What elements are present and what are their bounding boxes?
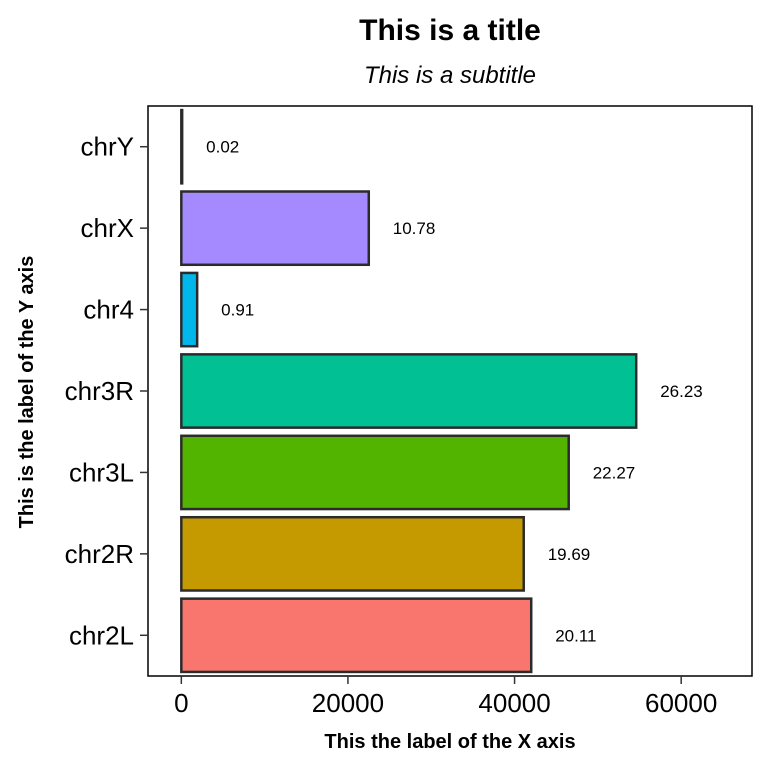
y-tick-label-chr2L: chr2L bbox=[69, 620, 134, 650]
bar-chr3R bbox=[180, 353, 638, 429]
y-tick-label-chr3R: chr3R bbox=[65, 376, 134, 406]
x-tick-label: 20000 bbox=[312, 688, 384, 718]
x-tick-label: 40000 bbox=[478, 688, 550, 718]
x-tick-label: 60000 bbox=[645, 688, 717, 718]
x-axis-label: This the label of the X axis bbox=[324, 731, 575, 753]
bar-chr2L bbox=[180, 597, 533, 674]
x-axis: 0 20000 40000 60000 bbox=[174, 676, 717, 718]
data-label-chr3L: 22.27 bbox=[593, 463, 636, 482]
y-tick-label-chr2R: chr2R bbox=[65, 539, 134, 569]
y-axis-label: This is the label of the Y axis bbox=[16, 256, 38, 529]
data-label-chrY: 0.02 bbox=[206, 138, 239, 157]
bars-group bbox=[180, 108, 638, 674]
data-label-chr2R: 19.69 bbox=[548, 545, 591, 564]
bar-chrY bbox=[180, 108, 184, 185]
y-tick-label-chrY: chrY bbox=[81, 132, 134, 162]
bar-chr3L bbox=[180, 434, 570, 511]
y-axis: chr2L chr2R chr3L chr3R chr4 chrX chrY bbox=[65, 132, 148, 650]
y-tick-label-chrX: chrX bbox=[81, 213, 134, 243]
chart-title: This is a title bbox=[359, 14, 541, 47]
data-labels-group: 20.11 19.69 22.27 26.23 0.91 10.78 0.02 bbox=[206, 138, 703, 646]
x-tick-label: 0 bbox=[174, 688, 188, 718]
chart-subtitle: This is a subtitle bbox=[364, 62, 536, 89]
bar-chr4 bbox=[180, 271, 199, 348]
data-label-chr2L: 20.11 bbox=[555, 626, 596, 645]
y-tick-label-chr4: chr4 bbox=[83, 295, 134, 325]
bar-chrX bbox=[180, 190, 371, 267]
data-label-chr4: 0.91 bbox=[221, 301, 254, 320]
bar-chr2R bbox=[180, 515, 525, 592]
y-tick-label-chr3L: chr3L bbox=[69, 457, 134, 487]
data-label-chr3R: 26.23 bbox=[660, 382, 703, 401]
data-label-chrX: 10.78 bbox=[393, 219, 436, 238]
